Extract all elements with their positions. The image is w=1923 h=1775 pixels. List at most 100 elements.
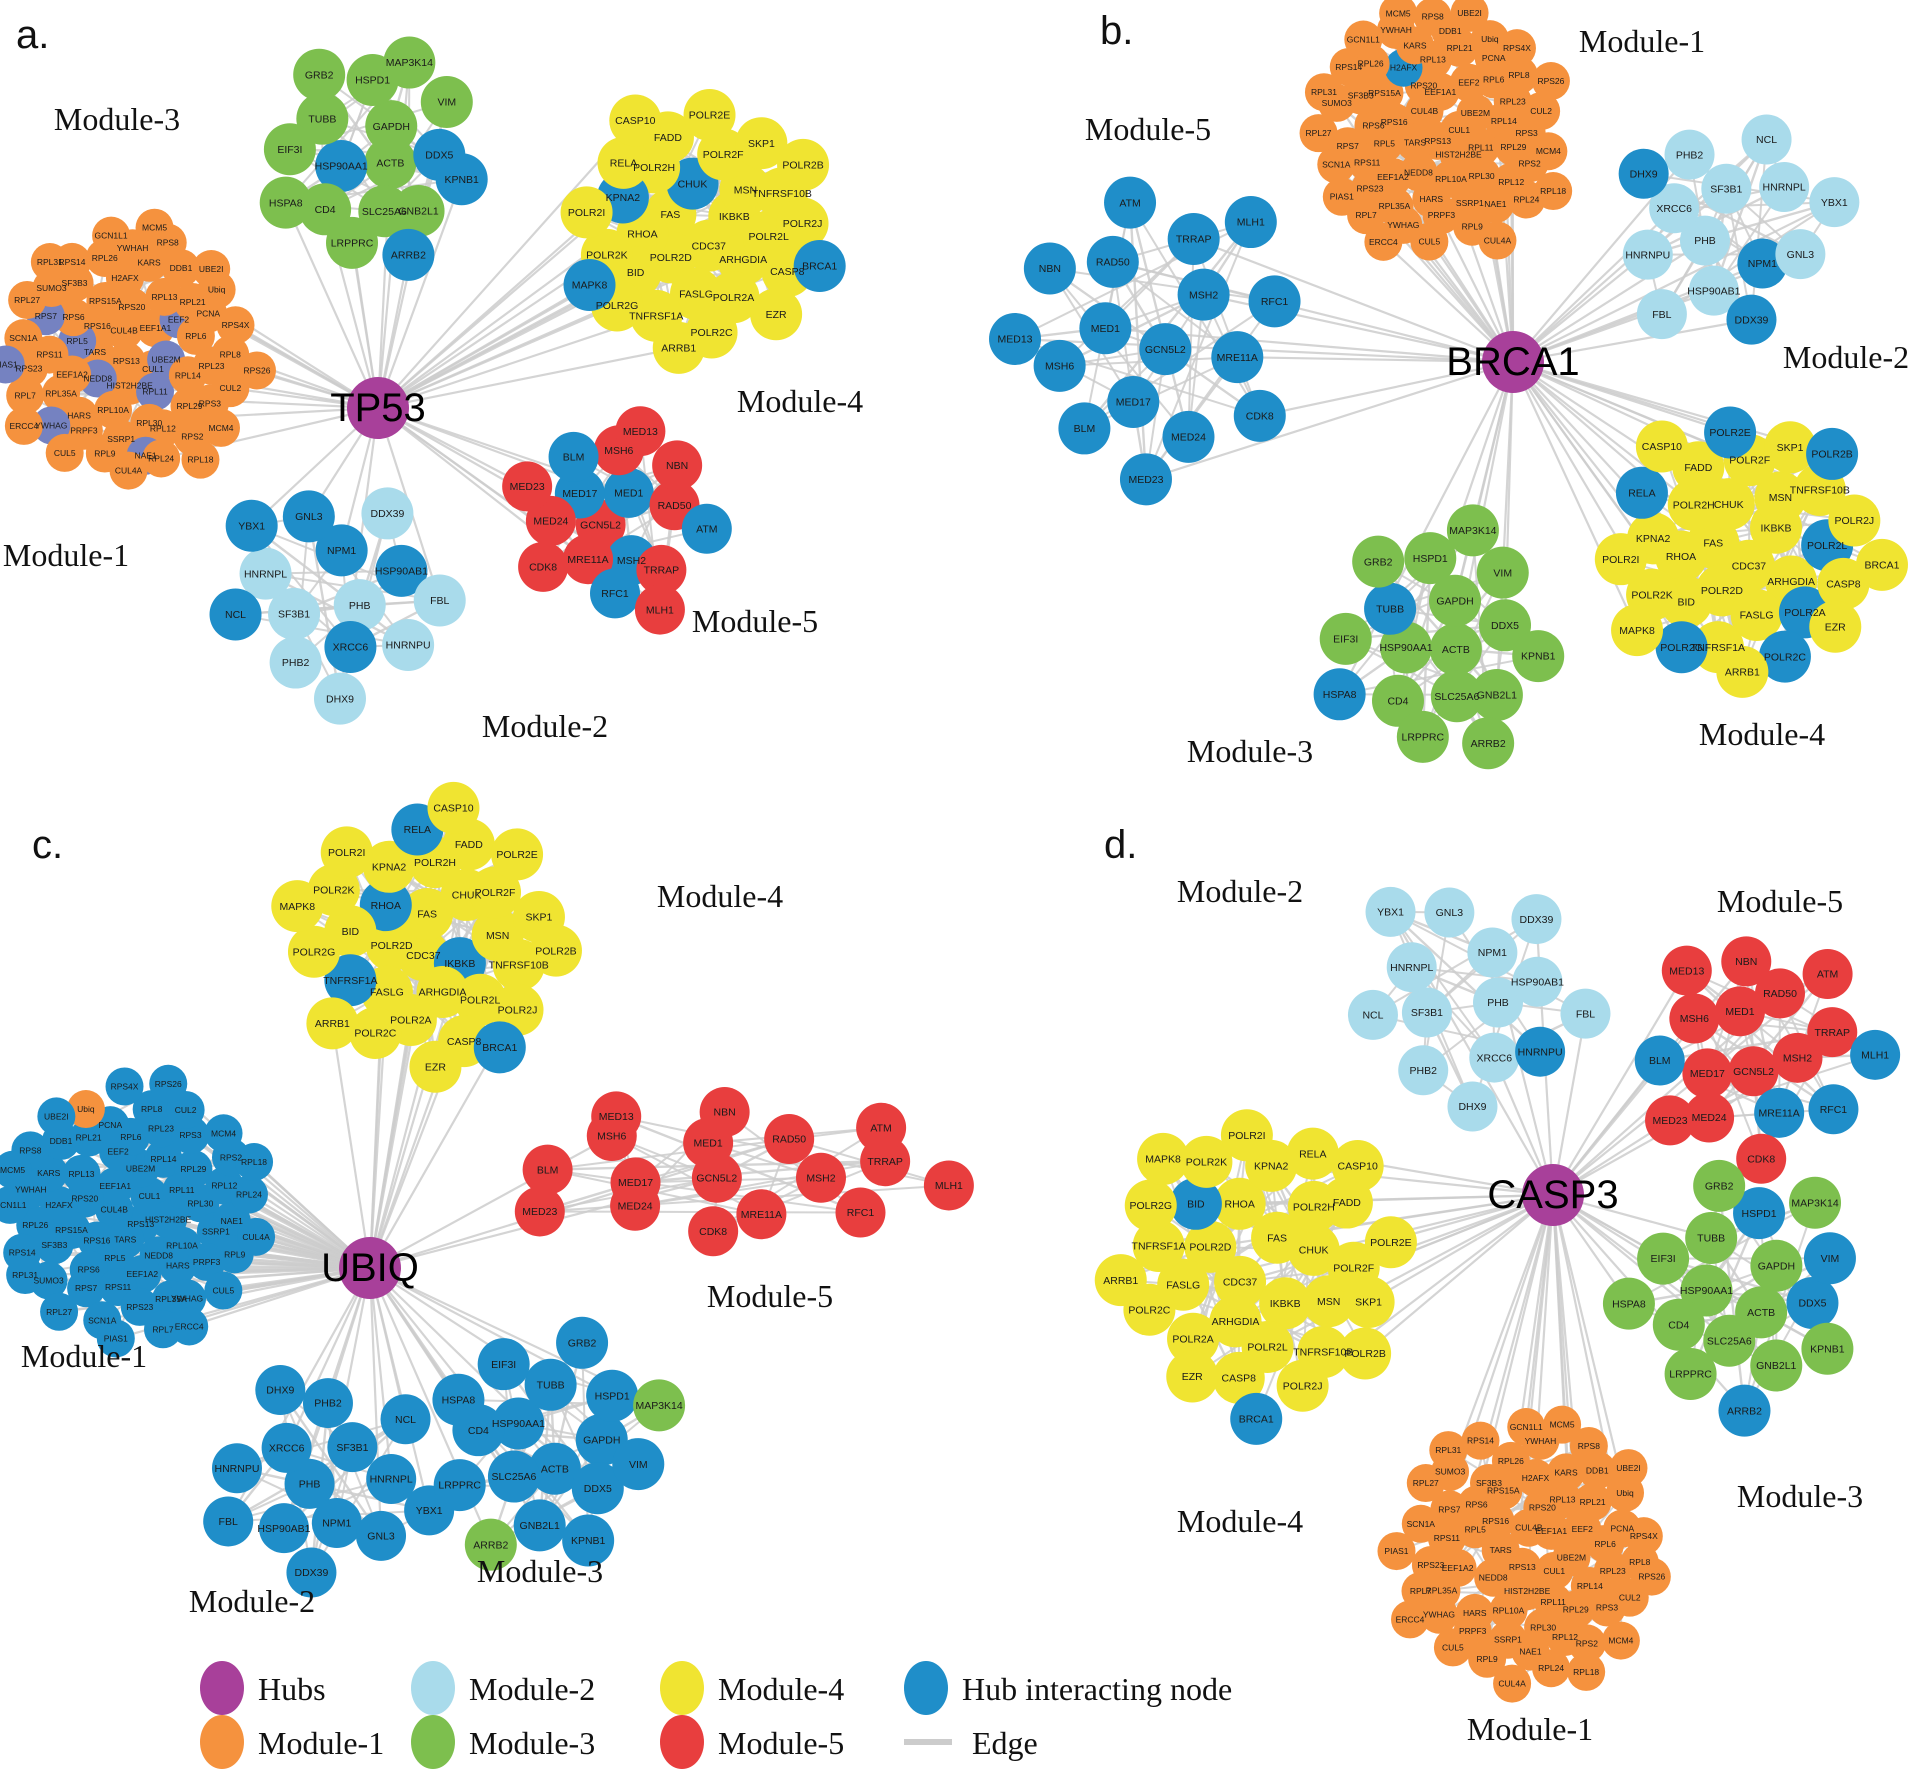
legend-layer: Hubs Module-2 Module-4 Hub interacting node… [200,1661,1232,1769]
node-RFC1 [590,568,641,619]
node-BLM [522,1144,573,1195]
node-label: DDX39 [370,508,404,520]
node-MAP3K14 [383,36,436,89]
node-label: MAP3K14 [1449,525,1496,537]
node-label: ARRB2 [1727,1405,1762,1417]
node-RPS8 [1413,0,1452,36]
edge [377,119,637,409]
node-label: YBX1 [1821,197,1848,209]
node-label: MED23 [1128,474,1163,486]
edge [1059,293,1205,367]
node-RPL11 [1461,128,1500,167]
node-label: FADD [654,132,682,144]
node-label: MED17 [562,488,597,500]
node-label: SKP1 [1355,1297,1382,1309]
node-label: IKBKB [444,958,475,970]
node-label: MED24 [618,1200,653,1212]
node-label: CHUK [1714,499,1744,511]
node-label: RPL21 [1447,43,1473,53]
node-label: Ubiq [208,285,226,295]
node-label: EEF1A1 [99,1181,131,1191]
node-label: RPS2 [220,1152,242,1162]
node-NPM1 [311,1497,362,1548]
node-label: RPL5 [67,336,89,346]
node-label: CDK8 [1246,411,1274,423]
node-label: ERCC4 [9,421,38,431]
node-label: RPL10A [1493,1605,1525,1615]
node-label: RPL7 [1410,1586,1432,1596]
node-label: PHB2 [1676,149,1704,161]
node-label: KARS [37,1168,60,1178]
node-label: EIF3I [277,144,302,156]
node-label: RPS3 [1516,128,1538,138]
node-EIF3I [1637,1232,1690,1285]
node-label: SLC25A6 [1707,1335,1752,1347]
node-label: FAS [660,209,680,221]
node-label: MED24 [1171,432,1206,444]
module-label-d-4: Module-3 [1737,1478,1863,1514]
node-label: CUL5 [54,448,76,458]
node-label: CUL1 [1448,125,1470,135]
node-DHX9 [1618,148,1669,199]
node-label: RPS2 [181,431,203,441]
node-label: POLR2J [498,1005,538,1017]
node-label: BID [1187,1198,1205,1210]
node-label: UBE2M [151,354,180,364]
module-label-d-5: Module-1 [1467,1711,1593,1747]
node-label: IKBKB [719,211,750,223]
edge [235,613,409,647]
node-POLR2J [776,197,829,250]
node-label: POLR2D [1701,585,1743,597]
node-label: HIST2H2BE [1435,149,1482,159]
node-ACTB [1429,623,1482,676]
panel-letter-c: c. [32,823,63,867]
node-CHUK [1287,1223,1340,1276]
node-label: EEF1A2 [1442,1563,1474,1573]
node-label: EZR [766,309,787,321]
node-label: KARS [138,258,161,268]
node-label: MED13 [599,1111,634,1123]
node-label: YWHAH [1525,1436,1557,1446]
node-MAP3K14 [1789,1176,1842,1229]
node-label: UBE2I [199,264,224,274]
node-label: TNFRSF1A [629,311,683,323]
node-label: CUL1 [1543,1566,1565,1576]
node-label: SSRP1 [1494,1635,1522,1645]
edge [1368,1194,1554,1303]
node-label: NCL [395,1414,416,1426]
node-label: RFC1 [601,588,629,600]
node-label: GCN5L2 [1145,344,1186,356]
node-NBN [1023,242,1076,295]
node-label: FBL [1576,1008,1595,1020]
node-HARS [158,1246,197,1285]
edge [376,178,463,409]
node-label: RPS14 [59,257,86,267]
node-label: CDC37 [692,240,727,252]
node-label: UBE2M [1557,1552,1586,1562]
node-label: ARRB1 [315,1018,350,1030]
node-label: TRRAP [644,564,680,576]
node-label: RPS15A [1368,88,1401,98]
node-MED23 [1119,453,1172,506]
node-MED13 [591,1091,642,1142]
node-label: RPL31 [1311,87,1337,97]
node-label: KPNA2 [1254,1161,1289,1173]
node-POLR2C [349,1007,402,1060]
node-label: POLR2C [691,327,733,339]
node-YWHAG [168,1279,207,1318]
legend-label: Module-1 [258,1725,384,1761]
node-RPL31 [30,243,69,282]
node-HSPD1 [586,1369,639,1422]
node-HNRNPU [1515,1026,1566,1077]
node-label: MED1 [1725,1006,1754,1018]
node-label: SUMO3 [1322,98,1353,108]
node-label: RELA [404,824,431,836]
node-PHB [1472,977,1523,1028]
node-label: POLR2A [390,1015,431,1027]
node-label: RPL7 [15,390,37,400]
node-label: RAD50 [1096,257,1130,269]
node-CASP8 [1817,557,1870,610]
node-label: NPM1 [1748,258,1777,270]
node-MED24 [1162,410,1215,463]
node-label: ARRB1 [1725,667,1760,679]
